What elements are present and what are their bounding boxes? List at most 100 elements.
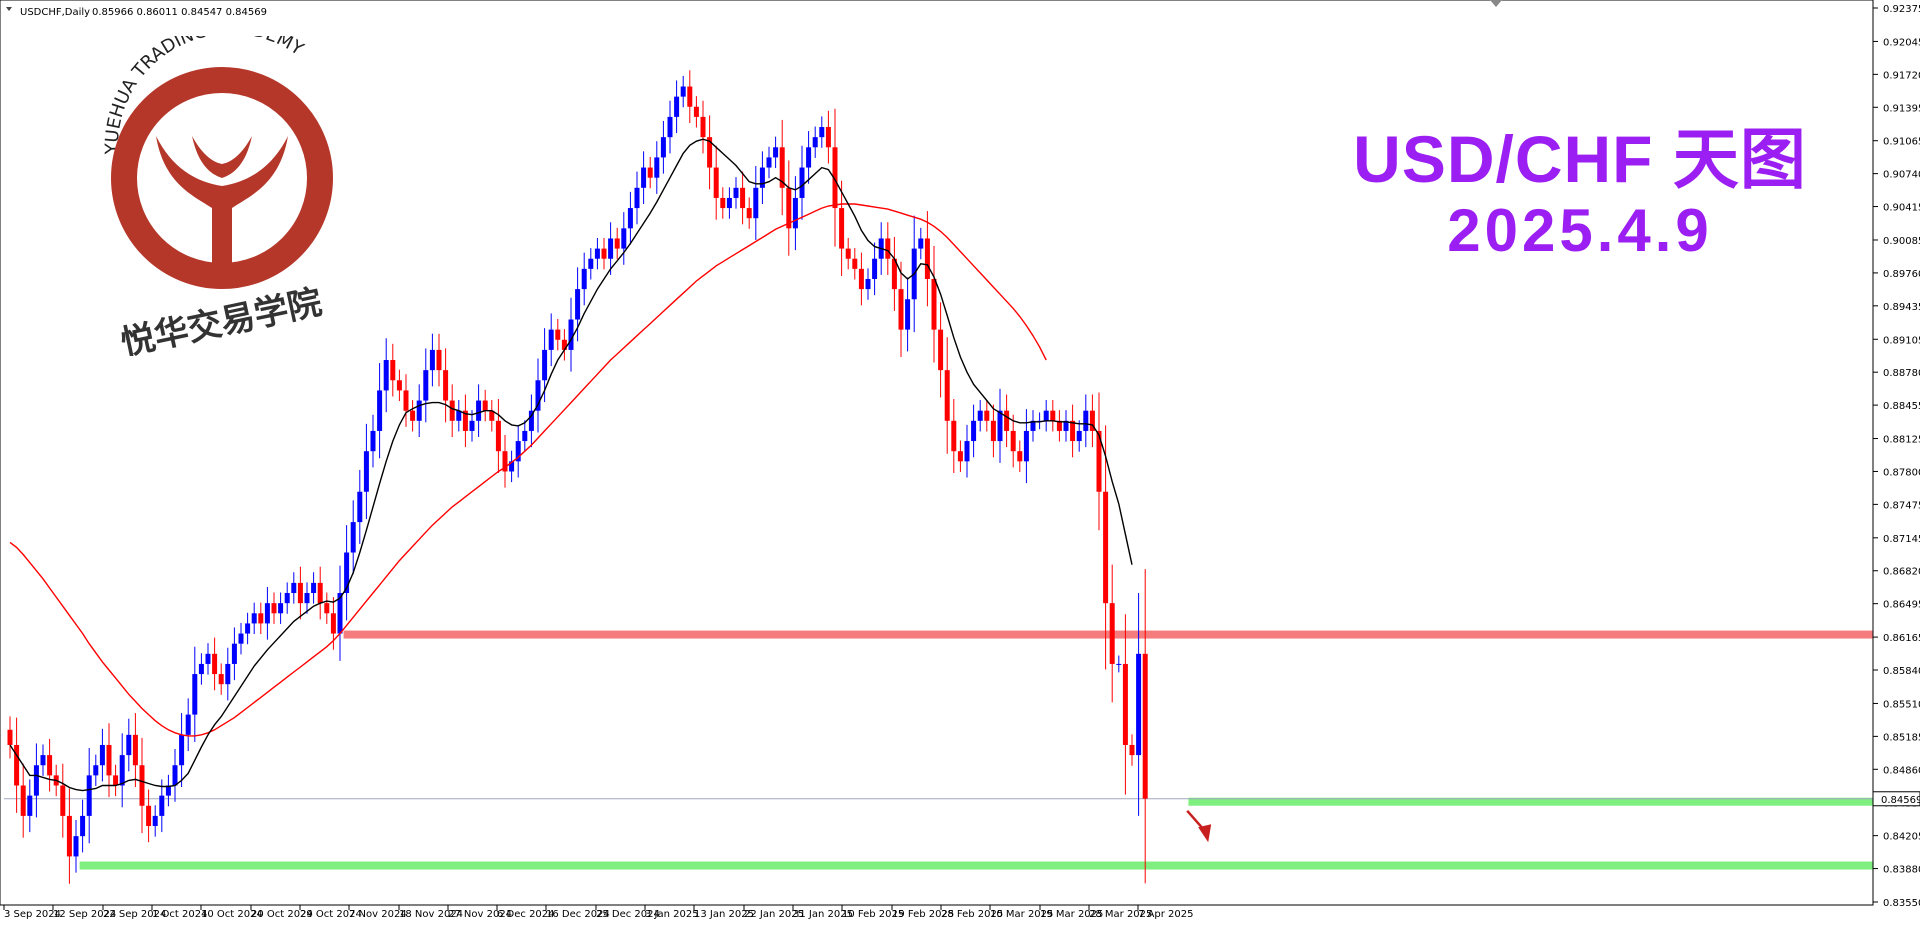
candle xyxy=(660,120,666,174)
candle-body xyxy=(258,613,264,624)
candle-body xyxy=(542,349,548,381)
candle-body xyxy=(416,400,422,421)
candle xyxy=(680,75,686,108)
candle-body xyxy=(898,289,904,330)
candle xyxy=(647,156,653,189)
candle-body xyxy=(766,157,772,168)
time-tick-label: 20 Oct 2024 xyxy=(251,909,313,920)
candle xyxy=(528,394,534,448)
candle-body xyxy=(390,360,396,381)
candle xyxy=(291,572,297,604)
support-zone xyxy=(79,861,1874,870)
candle xyxy=(1076,420,1082,452)
candle xyxy=(990,404,996,458)
time-tick-label: 13 Jan 2025 xyxy=(694,909,754,920)
candle-body xyxy=(509,461,515,472)
candle-body xyxy=(1043,410,1049,421)
candle-body xyxy=(502,451,508,472)
scroll-marker-icon[interactable] xyxy=(1490,0,1502,8)
candle-body xyxy=(1129,744,1135,756)
candle-body xyxy=(86,775,92,816)
candle xyxy=(271,592,277,624)
down-arrow-annotation xyxy=(1186,809,1212,843)
candle-body xyxy=(674,96,680,117)
time-tick-label: 10 Oct 2024 xyxy=(201,909,263,920)
candle xyxy=(423,348,429,423)
candle xyxy=(779,119,785,216)
arrow-head xyxy=(1198,824,1212,843)
candle xyxy=(146,789,152,843)
candles xyxy=(7,70,1148,884)
candle-body xyxy=(383,360,389,391)
candle xyxy=(416,384,422,438)
candle-body xyxy=(27,795,33,816)
candle xyxy=(548,313,554,367)
candle-body xyxy=(812,137,818,148)
candle xyxy=(1063,410,1069,442)
candle xyxy=(885,222,891,275)
price-tick-label: 0.92045 xyxy=(1883,37,1920,48)
candle xyxy=(1004,394,1010,448)
candle-body xyxy=(746,208,752,219)
candle-body xyxy=(858,268,864,290)
candle-body xyxy=(647,167,653,178)
candle xyxy=(363,423,369,520)
menu-triangle-icon[interactable] xyxy=(6,7,12,11)
candle-body xyxy=(1136,653,1142,756)
candle-body xyxy=(192,674,198,715)
candle xyxy=(1103,425,1109,670)
chart-symbol-info: USDCHF,Daily xyxy=(20,7,90,18)
candle-body xyxy=(337,593,343,634)
candle-body xyxy=(528,410,534,431)
candle xyxy=(997,388,1003,463)
candle-body xyxy=(410,410,416,421)
candle xyxy=(588,248,594,280)
candle-body xyxy=(984,410,990,421)
support-zone xyxy=(1188,797,1873,806)
price-tick-label: 0.90415 xyxy=(1883,203,1920,214)
candle-body xyxy=(73,836,79,857)
candle xyxy=(746,197,752,229)
candle-body xyxy=(825,127,831,148)
candle-body xyxy=(99,744,105,766)
candle-body xyxy=(1023,430,1029,462)
logo-chinese-name: 悦华交易学院 xyxy=(117,282,325,356)
candle xyxy=(350,500,356,575)
candle-body xyxy=(245,623,251,634)
candle-body xyxy=(588,258,594,269)
candle xyxy=(852,248,858,280)
candle xyxy=(938,302,944,398)
candle-body xyxy=(132,734,138,766)
candle xyxy=(957,440,963,472)
candle-body xyxy=(489,410,495,421)
candle-body xyxy=(370,430,376,452)
candle-body xyxy=(515,441,521,462)
candle-body xyxy=(60,785,66,816)
candle xyxy=(608,222,614,275)
candle xyxy=(284,582,290,614)
candle xyxy=(1122,614,1128,795)
candle-body xyxy=(601,248,607,259)
candle-body xyxy=(1076,430,1082,442)
time-tick-label: 25 Dec 2024 xyxy=(596,909,660,920)
candle xyxy=(977,400,983,432)
candle-body xyxy=(113,775,119,786)
candle xyxy=(561,329,567,361)
candle xyxy=(898,261,904,357)
time-tick-label: 28 Feb 2025 xyxy=(941,909,1003,920)
candle-body xyxy=(317,582,323,604)
candle xyxy=(47,738,53,792)
candle-body xyxy=(627,208,633,229)
candle xyxy=(324,592,330,624)
candle xyxy=(60,763,66,838)
candle xyxy=(126,718,132,772)
candle xyxy=(832,108,838,247)
candle-body xyxy=(185,714,191,735)
candle xyxy=(971,404,977,458)
candle-body xyxy=(918,238,924,249)
time-tick-label: 3 Sep 2024 xyxy=(4,909,61,920)
chart-ohlc-info: 0.85966 0.86011 0.84547 0.84569 xyxy=(92,7,267,18)
candle-body xyxy=(634,187,640,209)
